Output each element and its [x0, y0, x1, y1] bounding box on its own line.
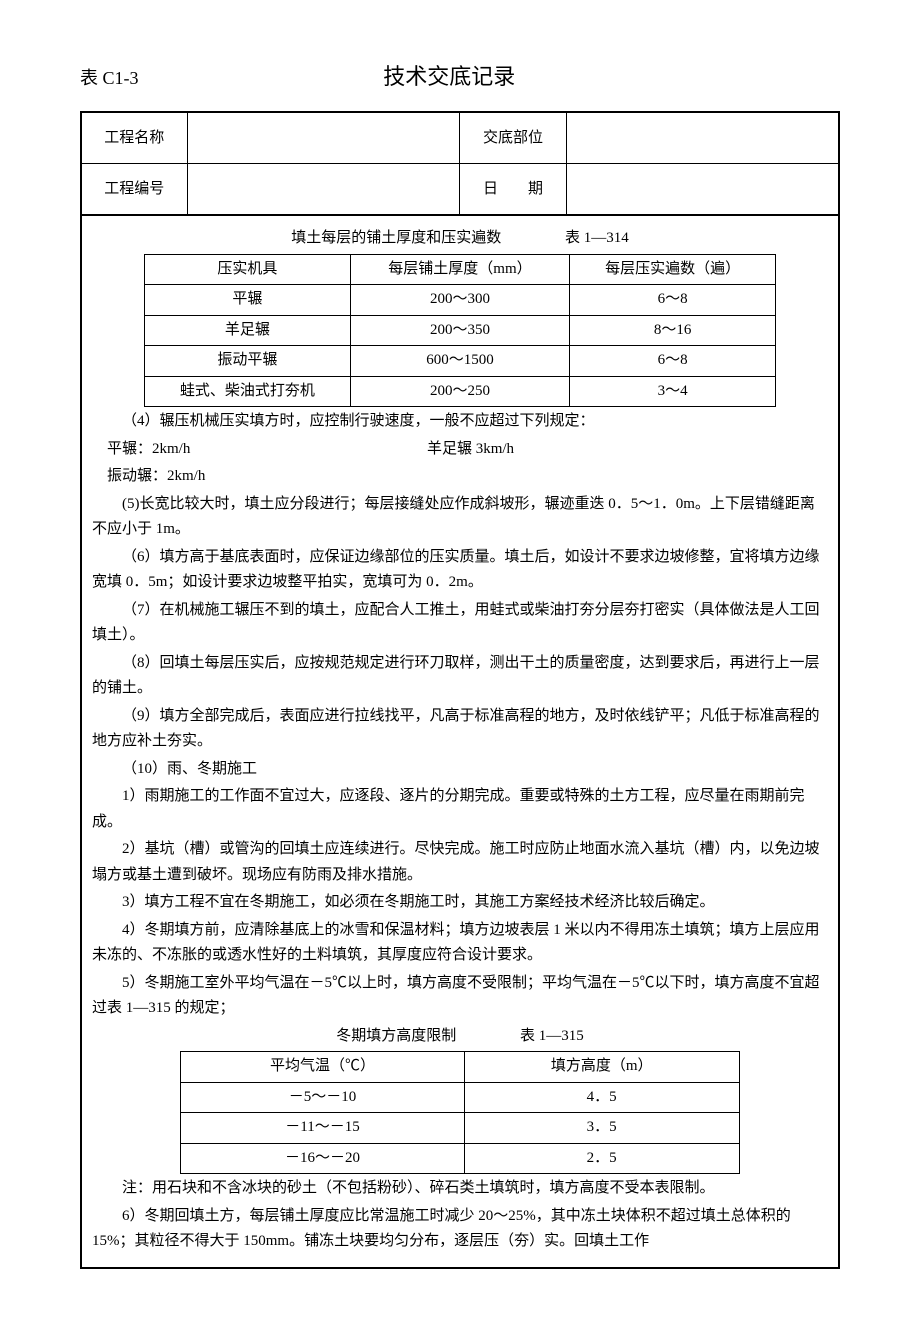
table314: 压实机具 每层铺土厚度（mm） 每层压实遍数（遍） 平辗 200～300 6～8…: [144, 254, 777, 408]
table-row: 羊足辗 200～350 8～16: [144, 315, 776, 346]
table-row: －11～－15 3．5: [181, 1113, 739, 1144]
table314-header: 填土每层的铺土厚度和压实遍数 表 1—314: [92, 226, 828, 252]
date-label: 日 期: [460, 164, 566, 216]
table315-note: 注：用石块和不含冰块的砂土（不包括粉砂）、碎石类土填筑时，填方高度不受本表限制。: [92, 1176, 828, 1202]
part-value: [566, 112, 839, 164]
table315: 平均气温（℃） 填方高度（m） －5～－10 4．5 －11～－15 3．5 －…: [180, 1051, 739, 1174]
para-4: （4）辗压机械压实填方时，应控制行驶速度，一般不应超过下列规定：: [92, 409, 828, 435]
table315-header: 冬期填方高度限制 表 1—315: [92, 1024, 828, 1050]
para-10: （10）雨、冬期施工: [92, 757, 828, 783]
content-body: 填土每层的铺土厚度和压实遍数 表 1—314 压实机具 每层铺土厚度（mm） 每…: [80, 216, 840, 1269]
para-8: （8）回填土每层压实后，应按规范规定进行环刀取样，测出干土的质量密度，达到要求后…: [92, 651, 828, 702]
para-10-4: 4）冬期填方前，应清除基底上的冰雪和保温材料；填方边坡表层 1 米以内不得用冻土…: [92, 918, 828, 969]
para-10-3: 3）填方工程不宜在冬期施工，如必须在冬期施工时，其施工方案经技术经济比较后确定。: [92, 890, 828, 916]
table-code: 表 C1-3: [80, 65, 139, 92]
table-row: 平辗 200～300 6～8: [144, 285, 776, 316]
t314-col0: 压实机具: [144, 254, 351, 285]
proj-name-value: [187, 112, 460, 164]
para-7: （7）在机械施工辗压不到的填土，应配合人工推土，用蛙式或柴油打夯分层夯打密实（具…: [92, 598, 828, 649]
t314-col1: 每层铺土厚度（mm）: [351, 254, 570, 285]
table315-no: 表 1—315: [520, 1024, 584, 1050]
table315-title: 冬期填方高度限制: [336, 1024, 456, 1050]
speed-vib: 振动辗：2km/h: [92, 464, 828, 490]
t315-col0: 平均气温（℃）: [181, 1052, 464, 1083]
table-row: －16～－20 2．5: [181, 1143, 739, 1174]
para-6: （6）填方高于基底表面时，应保证边缘部位的压实质量。填土后，如设计不要求边坡修整…: [92, 545, 828, 596]
para-10-6: 6）冬期回填土方，每层铺土厚度应比常温施工时减少 20～25%，其中冻土块体积不…: [92, 1204, 828, 1255]
para-10-1: 1）雨期施工的工作面不宜过大，应逐段、逐片的分期完成。重要或特殊的土方工程，应尽…: [92, 784, 828, 835]
t315-col1: 填方高度（m）: [464, 1052, 739, 1083]
table-row: 振动平辗 600～1500 6～8: [144, 346, 776, 377]
proj-name-label: 工程名称: [81, 112, 187, 164]
para-9: （9）填方全部完成后，表面应进行拉线找平，凡高于标准高程的地方，及时依线铲平；凡…: [92, 704, 828, 755]
table314-no: 表 1—314: [565, 226, 629, 252]
proj-no-label: 工程编号: [81, 164, 187, 216]
part-label: 交底部位: [460, 112, 566, 164]
proj-no-value: [187, 164, 460, 216]
speed-row-1: 平辗：2km/h 羊足辗 3km/h: [92, 437, 828, 463]
speed-flat: 平辗：2km/h: [92, 437, 423, 463]
para-5: (5)长宽比较大时，填土应分段进行；每层接缝处应作成斜坡形，辗迹重迭 0．5～1…: [92, 492, 828, 543]
para-10-2: 2）基坑（槽）或管沟的回填土应连续进行。尽快完成。施工时应防止地面水流入基坑（槽…: [92, 837, 828, 888]
t314-col2: 每层压实遍数（遍）: [569, 254, 776, 285]
speed-sheep: 羊足辗 3km/h: [427, 437, 514, 463]
table-row: 蛙式、柴油式打夯机 200～250 3～4: [144, 376, 776, 407]
table314-title: 填土每层的铺土厚度和压实遍数: [291, 226, 501, 252]
para-10-5: 5）冬期施工室外平均气温在－5℃以上时，填方高度不受限制；平均气温在－5℃以下时…: [92, 971, 828, 1022]
header-table: 工程名称 交底部位 工程编号 日 期: [80, 111, 840, 216]
date-value: [566, 164, 839, 216]
page-title: 技术交底记录: [139, 60, 841, 93]
table-row: －5～－10 4．5: [181, 1082, 739, 1113]
